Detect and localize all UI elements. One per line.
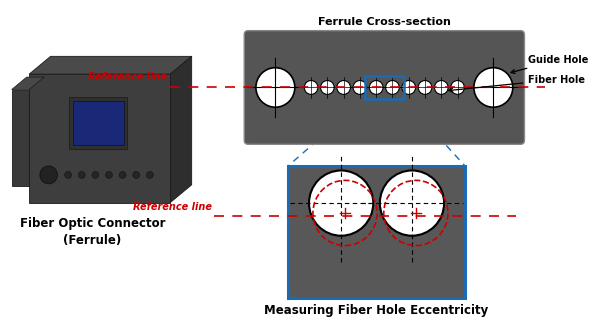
- Circle shape: [304, 81, 318, 94]
- Text: Guide Hole: Guide Hole: [511, 55, 589, 73]
- Circle shape: [79, 172, 85, 178]
- Polygon shape: [29, 74, 170, 203]
- FancyBboxPatch shape: [244, 31, 524, 144]
- Circle shape: [451, 81, 464, 94]
- Circle shape: [320, 81, 334, 94]
- Circle shape: [386, 81, 399, 94]
- Circle shape: [309, 171, 373, 236]
- Circle shape: [434, 81, 448, 94]
- Circle shape: [92, 172, 99, 178]
- Circle shape: [353, 81, 367, 94]
- Bar: [69, 97, 127, 149]
- Text: Ferrule Cross-section: Ferrule Cross-section: [318, 17, 451, 27]
- Text: Measuring Fiber Hole Eccentricity: Measuring Fiber Hole Eccentricity: [265, 304, 488, 317]
- Circle shape: [418, 81, 432, 94]
- Text: Reference line: Reference line: [88, 72, 167, 82]
- Circle shape: [337, 81, 350, 94]
- Polygon shape: [11, 90, 29, 186]
- Polygon shape: [11, 77, 44, 90]
- Circle shape: [40, 166, 58, 184]
- Bar: [365, 76, 404, 99]
- Polygon shape: [29, 56, 191, 74]
- Circle shape: [380, 171, 444, 236]
- Circle shape: [106, 172, 112, 178]
- Bar: [288, 166, 465, 299]
- Circle shape: [370, 81, 383, 94]
- Circle shape: [65, 172, 71, 178]
- Circle shape: [474, 68, 513, 107]
- Bar: [73, 101, 124, 145]
- Text: Fiber Optic Connector
(Ferrule): Fiber Optic Connector (Ferrule): [20, 217, 165, 247]
- Text: Fiber Hole: Fiber Hole: [449, 75, 586, 92]
- Polygon shape: [170, 56, 191, 203]
- Circle shape: [119, 172, 126, 178]
- Text: Reference line: Reference line: [133, 202, 212, 212]
- Circle shape: [256, 68, 295, 107]
- Circle shape: [133, 172, 140, 178]
- Circle shape: [402, 81, 416, 94]
- Circle shape: [146, 172, 153, 178]
